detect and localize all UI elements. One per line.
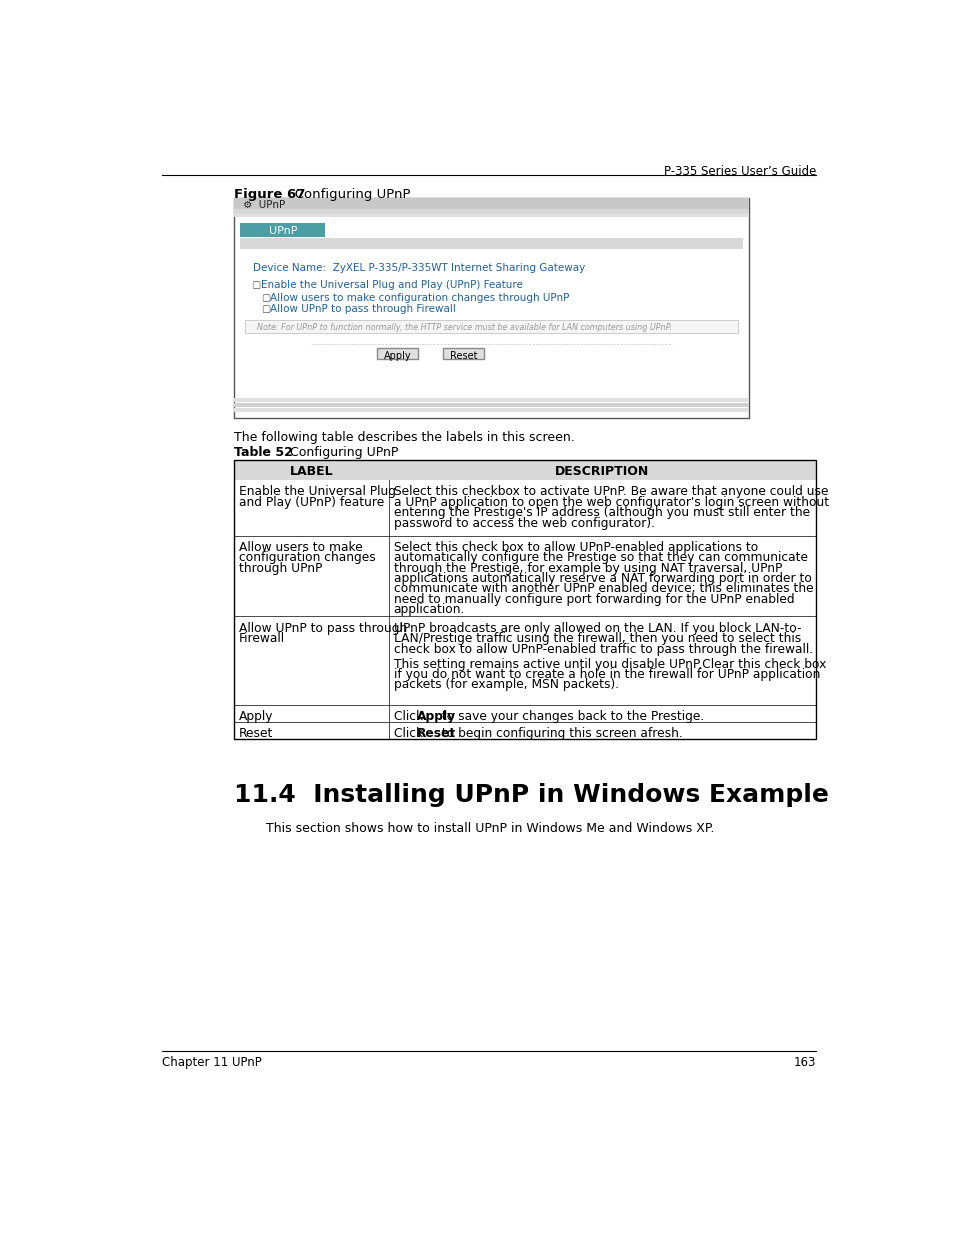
Bar	[233, 461, 815, 739]
Text: to save your changes back to the Prestige.: to save your changes back to the Prestig…	[437, 710, 703, 724]
Bar	[233, 705, 815, 721]
Bar	[233, 209, 748, 214]
Text: to begin configuring this screen afresh.: to begin configuring this screen afresh.	[437, 727, 682, 740]
Text: and Play (UPnP) feature: and Play (UPnP) feature	[238, 496, 383, 509]
Text: Reset: Reset	[449, 351, 476, 361]
Text: Allow UPnP to pass through: Allow UPnP to pass through	[238, 621, 406, 635]
Text: Figure 67: Figure 67	[233, 188, 305, 201]
Bar	[240, 238, 742, 249]
Bar	[443, 347, 483, 359]
Text: password to access the web configurator).: password to access the web configurator)…	[394, 516, 654, 530]
Text: Click: Click	[394, 710, 426, 724]
Text: Chapter 11 UPnP: Chapter 11 UPnP	[162, 1056, 261, 1070]
Text: Apply: Apply	[238, 710, 273, 724]
Text: ▢: ▢	[261, 293, 270, 303]
Text: The following table describes the labels in this screen.: The following table describes the labels…	[233, 431, 574, 443]
Text: P-335 Series User’s Guide: P-335 Series User’s Guide	[663, 165, 815, 178]
Text: This setting remains active until you disable UPnP.Clear this check box: This setting remains active until you di…	[394, 657, 825, 671]
Text: Apply: Apply	[416, 710, 456, 724]
Text: Select this checkbox to activate UPnP. Be aware that anyone could use: Select this checkbox to activate UPnP. B…	[394, 485, 827, 499]
Bar	[245, 320, 738, 333]
Text: Apply: Apply	[383, 351, 411, 361]
Text: check box to allow UPnP-enabled traffic to pass through the firewall.: check box to allow UPnP-enabled traffic …	[394, 642, 812, 656]
Bar	[233, 403, 748, 406]
Text: Note: For UPnP to function normally, the HTTP service must be available for LAN : Note: For UPnP to function normally, the…	[257, 324, 672, 332]
Bar	[377, 347, 417, 359]
Bar	[233, 461, 815, 480]
Text: if you do not want to create a hole in the firewall for UPnP application: if you do not want to create a hole in t…	[394, 668, 820, 680]
Text: LABEL: LABEL	[290, 466, 333, 478]
Bar	[233, 616, 815, 705]
Text: packets (for example, MSN packets).: packets (for example, MSN packets).	[394, 678, 618, 692]
Text: through the Prestige, for example by using NAT traversal, UPnP: through the Prestige, for example by usi…	[394, 562, 781, 574]
Text: through UPnP: through UPnP	[238, 562, 321, 574]
Text: UPnP broadcasts are only allowed on the LAN. If you block LAN-to-: UPnP broadcasts are only allowed on the …	[394, 621, 801, 635]
Text: ▢: ▢	[251, 280, 260, 290]
Text: ▢: ▢	[261, 304, 270, 314]
Text: Firewall: Firewall	[238, 632, 284, 645]
Bar	[233, 536, 815, 616]
Text: configuration changes: configuration changes	[238, 551, 375, 564]
Text: Configuring UPnP: Configuring UPnP	[282, 188, 410, 201]
Bar	[233, 480, 815, 536]
Text: Enable the Universal Plug and Play (UPnP) Feature: Enable the Universal Plug and Play (UPnP…	[261, 280, 522, 290]
Text: Enable the Universal Plug: Enable the Universal Plug	[238, 485, 395, 499]
Text: applications automatically reserve a NAT forwarding port in order to: applications automatically reserve a NAT…	[394, 572, 811, 585]
Bar	[233, 721, 815, 739]
Text: Device Name:  ZyXEL P-335/P-335WT Internet Sharing Gateway: Device Name: ZyXEL P-335/P-335WT Interne…	[253, 263, 585, 273]
Text: Reset: Reset	[416, 727, 456, 740]
Text: Reset: Reset	[238, 727, 273, 740]
Bar	[240, 222, 325, 237]
Text: Select this check box to allow UPnP-enabled applications to: Select this check box to allow UPnP-enab…	[394, 541, 757, 555]
Text: need to manually configure port forwarding for the UPnP enabled: need to manually configure port forwardi…	[394, 593, 794, 606]
Text: 11.4  Installing UPnP in Windows Example: 11.4 Installing UPnP in Windows Example	[233, 783, 828, 808]
Text: This section shows how to install UPnP in Windows Me and Windows XP.: This section shows how to install UPnP i…	[266, 823, 714, 835]
Text: ⚙  UPnP: ⚙ UPnP	[243, 200, 285, 210]
Text: Allow UPnP to pass through Firewall: Allow UPnP to pass through Firewall	[270, 304, 455, 314]
Text: application.: application.	[394, 603, 464, 616]
Bar	[233, 399, 748, 403]
Text: Allow users to make: Allow users to make	[238, 541, 362, 555]
Text: automatically configure the Prestige so that they can communicate: automatically configure the Prestige so …	[394, 551, 807, 564]
Text: LAN/Prestige traffic using the firewall, then you need to select this: LAN/Prestige traffic using the firewall,…	[394, 632, 800, 645]
Text: communicate with another UPnP enabled device; this eliminates the: communicate with another UPnP enabled de…	[394, 583, 812, 595]
Text: entering the Prestige's IP address (although you must still enter the: entering the Prestige's IP address (alth…	[394, 506, 809, 519]
Bar	[233, 199, 748, 417]
Text: 163: 163	[793, 1056, 815, 1070]
Text: Table 52: Table 52	[233, 446, 293, 459]
Text: a UPnP application to open the web configurator's login screen without: a UPnP application to open the web confi…	[394, 496, 828, 509]
Bar	[233, 199, 748, 209]
Bar	[233, 408, 748, 411]
Text: DESCRIPTION: DESCRIPTION	[555, 466, 649, 478]
Text: UPnP: UPnP	[268, 226, 296, 236]
Bar	[233, 214, 748, 216]
Text: Allow users to make configuration changes through UPnP: Allow users to make configuration change…	[270, 293, 568, 303]
Text: Click: Click	[394, 727, 426, 740]
Text: Configuring UPnP: Configuring UPnP	[278, 446, 398, 459]
